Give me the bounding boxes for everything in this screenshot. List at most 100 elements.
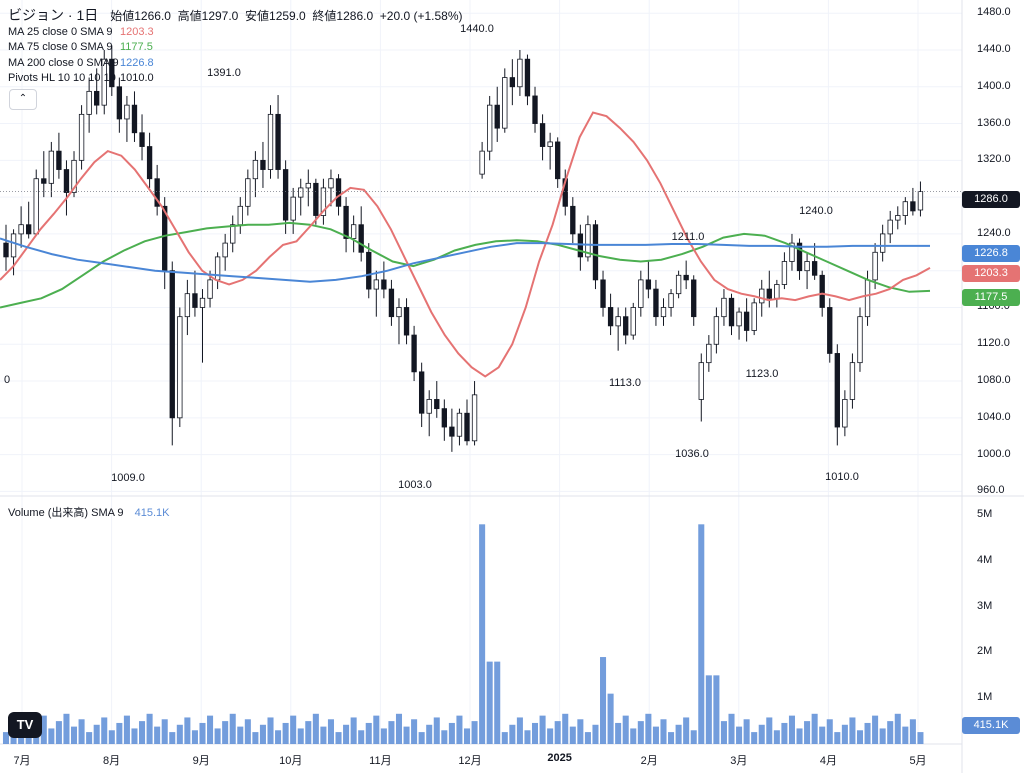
volume-bar (917, 732, 924, 744)
low-label: 安値 (245, 9, 270, 23)
volume-bar (622, 715, 629, 744)
ma25-price-tag: 1203.3 (962, 265, 1020, 282)
candle-body (819, 274, 825, 308)
volume-bar (108, 730, 115, 744)
volume-legend: Volume (出来高) SMA 9 415.1K (8, 504, 169, 520)
pivot-label: 1123.0 (745, 368, 779, 380)
volume-bar (259, 724, 266, 744)
candle-body (902, 201, 908, 216)
volume-bar (78, 719, 85, 744)
volume-bar (781, 722, 788, 744)
candle-body (895, 215, 901, 221)
volume-bar (426, 724, 433, 744)
candle-body (487, 104, 493, 152)
volume-bar (728, 713, 735, 744)
volume-bar (176, 724, 183, 744)
candle-body (275, 113, 281, 170)
legend-ma75[interactable]: MA 75 close 0 SMA 9 1177.5 (8, 40, 463, 56)
symbol-title[interactable]: ビジョン · 1日 (8, 7, 99, 23)
candle-body (3, 242, 9, 258)
chart-legend: ビジョン · 1日 始値1266.0 高値1297.0 安値1259.0 終値1… (8, 7, 463, 87)
candle-body (691, 279, 697, 318)
volume-bar (403, 726, 410, 744)
ma25-line (0, 111, 931, 378)
ma25-value: 1203.3 (120, 25, 154, 38)
candle-body (532, 95, 538, 124)
candle-body (184, 293, 191, 318)
candle-body (411, 334, 417, 373)
volume-bar (214, 728, 221, 744)
pivot-label: 1009.0 (111, 472, 145, 484)
candle-body (230, 224, 236, 244)
volume-bar (539, 715, 546, 744)
volume-bar (282, 722, 289, 744)
volume-bar (554, 721, 561, 744)
candle-body (471, 394, 478, 442)
volume-bar (131, 728, 138, 744)
candle-body (759, 288, 765, 304)
volume-bar (463, 728, 471, 744)
candle-body (18, 224, 24, 235)
price-tick-label: 1080.0 (977, 374, 1011, 387)
volume-bar (811, 713, 818, 744)
volume-bar (894, 713, 901, 744)
candle-body (388, 288, 395, 318)
legend-ma200[interactable]: MA 200 close 0 SMA 9 1226.8 (8, 56, 463, 72)
legend-pivots[interactable]: Pivots HL 10 10 10 10 1010.0 (8, 71, 463, 87)
volume-bar (652, 726, 659, 744)
volume-bar (600, 657, 607, 744)
candle-body (290, 196, 296, 221)
volume-bar (743, 719, 750, 744)
candle-body (366, 251, 372, 290)
price-tick-label: 1440.0 (977, 42, 1011, 55)
candle-body (623, 316, 629, 336)
candle-body (864, 279, 871, 318)
candle-body (426, 399, 432, 414)
volume-bar (222, 721, 229, 744)
candle-body (827, 307, 833, 354)
legend-ohlc-row: ビジョン · 1日 始値1266.0 高値1297.0 安値1259.0 終値1… (8, 7, 463, 25)
candle-body (834, 353, 840, 428)
volume-bar (358, 730, 365, 744)
volume-bar (40, 715, 47, 744)
candle-body (116, 86, 123, 120)
candle-body (267, 113, 274, 170)
candle-body (305, 182, 311, 189)
candle-body (675, 274, 682, 295)
pivot-label: 1003.0 (398, 479, 432, 491)
legend-ma25[interactable]: MA 25 close 0 SMA 9 1203.3 (8, 25, 463, 41)
volume-bar (879, 728, 886, 744)
legend-collapse-button[interactable]: ⌃ (9, 89, 37, 110)
volume-bar (237, 726, 244, 744)
time-tick-label: 5月 (909, 755, 927, 767)
candle-body (796, 242, 803, 272)
candle-body (766, 288, 772, 299)
candle-body (570, 205, 576, 235)
candle-body (592, 224, 599, 281)
time-tick-label: 10月 (279, 755, 303, 767)
volume-bar (902, 726, 909, 744)
time-tick-label: 3月 (730, 755, 748, 767)
candle-body (743, 311, 750, 331)
price-tick-label: 1480.0 (977, 6, 1011, 19)
volume-bar (191, 730, 198, 744)
candle-body (645, 279, 652, 290)
volume-bar (146, 713, 153, 744)
time-tick-label: 12月 (458, 755, 482, 767)
candle-body (10, 233, 17, 258)
candle-body (653, 288, 659, 318)
volume-bar (501, 732, 508, 744)
candle-body (713, 316, 720, 345)
tradingview-logo-icon[interactable]: TV (8, 712, 42, 738)
candle-body (86, 90, 92, 115)
candle-body (736, 311, 742, 327)
volume-bar (705, 675, 712, 744)
ma75-label: MA 75 close 0 SMA 9 (8, 41, 113, 53)
volume-bar (441, 730, 448, 744)
candle-body (781, 261, 788, 285)
volume-bar (509, 724, 516, 744)
volume-bar (547, 728, 554, 744)
volume-bar (139, 721, 146, 744)
volume-bar (93, 724, 100, 744)
